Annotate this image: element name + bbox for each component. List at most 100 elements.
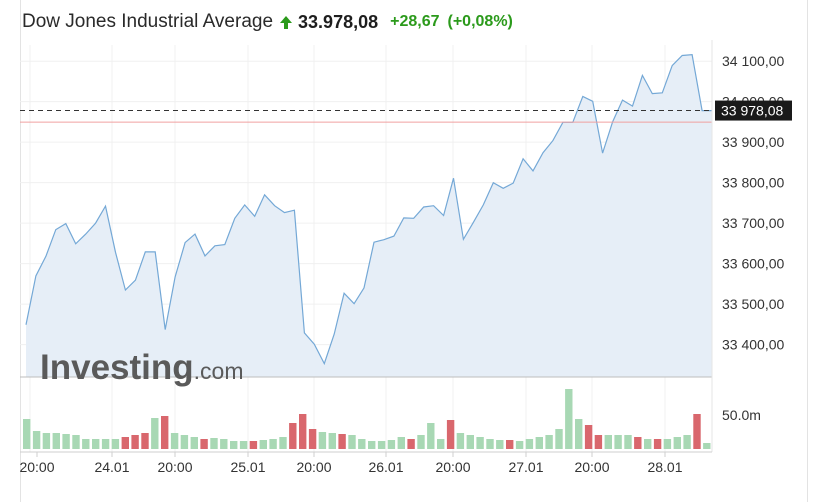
volume-bar [584,425,593,449]
current-price-box [715,100,792,121]
y-tick-label: 33 500,00 [722,296,784,312]
volume-bar [318,432,327,449]
volume-bar [101,439,110,449]
volume-bar [32,431,41,449]
volume-bar [92,439,100,449]
volume-bar [220,439,228,449]
volume-bar [269,439,277,449]
quote-header: Dow Jones Industrial Average 33.978,08 +… [22,10,513,34]
price-change: +28,67 [390,13,440,30]
volume-bar [308,429,317,449]
volume-bar [614,435,622,449]
volume-bar [111,439,120,449]
volume-bar [170,433,179,449]
y-tick-label: 34 100,00 [722,53,784,69]
price-series-line [25,54,712,366]
investing-watermark: Investing.com [40,348,243,387]
volume-bar [565,389,573,449]
volume-bar [535,437,543,449]
volume-bar [377,441,386,449]
y-tick-label: 33 700,00 [722,215,784,231]
volume-bar [624,435,632,449]
volume-bar [673,437,681,449]
instrument-title: Dow Jones Industrial Average [22,11,274,32]
price-area [26,54,712,377]
volume-bar [437,439,445,449]
volume-bar [496,440,504,449]
x-tick-label: 20:00 [435,459,470,475]
volume-bar [62,434,70,449]
up-arrow-icon [280,15,293,29]
x-tick-label: 26.01 [368,459,403,475]
volume-bar [131,435,139,449]
volume-bar [72,435,80,449]
volume-bar [82,439,90,449]
chart-frame [20,0,808,502]
volume-bar [446,420,455,449]
volume-bar [407,439,415,449]
y-tick-label: 33 400,00 [722,337,784,353]
volume-bar [348,435,356,449]
volume-bar [161,416,169,449]
volume-bar [190,437,198,449]
volume-bar [230,441,238,449]
y-tick-label: 33 600,00 [722,256,784,272]
volume-bar [23,419,31,449]
x-tick-label: 20:00 [19,459,54,475]
volume-bar [239,441,248,449]
volume-bar [151,418,159,449]
volume-bar [249,441,258,449]
x-tick-label: 27.01 [508,459,543,475]
volume-axis-label: 50.0m [722,407,761,423]
x-tick-label: 20:00 [574,459,609,475]
volume-bar [663,439,672,449]
volume-bar [368,441,376,449]
current-price-label: 33 978,08 [721,103,783,119]
x-tick-label: 28.01 [647,459,682,475]
volume-bar [259,440,267,449]
price-change-percent: (+0,08%) [447,13,513,30]
volume-bar [575,419,583,449]
volume-bar [299,414,307,449]
x-tick-label: 20:00 [157,459,192,475]
volume-bar [683,435,691,449]
volume-bar [703,443,711,449]
volume-bar [604,435,612,449]
volume-bar [42,433,51,449]
volume-bar [525,439,534,449]
volume-bar [180,435,189,449]
volume-bar [476,437,484,449]
volume-bar [417,435,425,449]
volume-bar [397,437,405,449]
volume-bar [200,439,208,449]
volume-bar [121,437,129,449]
volume-bar [545,435,553,449]
volume-bar [594,435,603,449]
volume-bar [210,438,218,449]
volume-bar [328,433,336,449]
volume-bar [486,439,494,449]
x-tick-label: 24.01 [94,459,129,475]
volume-bar [653,439,662,449]
volume-bar [52,433,60,449]
volume-bar [279,437,287,449]
volume-bar [427,423,435,449]
volume-bar [289,423,297,449]
volume-bar [644,439,652,449]
last-price: 33.978,08 [298,11,379,32]
volume-bar [358,439,366,449]
volume-bar [634,437,642,449]
y-tick-label: 33 900,00 [722,134,784,150]
volume-bar [456,433,465,449]
volume-bar [141,433,149,449]
volume-bar [387,440,396,449]
volume-bar [506,440,514,449]
volume-bar [515,441,524,449]
volume-bar [693,414,701,449]
y-tick-label: 33 800,00 [722,175,784,191]
volume-bar [338,434,346,449]
x-tick-label: 25.01 [230,459,265,475]
x-tick-label: 20:00 [296,459,331,475]
volume-bar [466,435,474,449]
